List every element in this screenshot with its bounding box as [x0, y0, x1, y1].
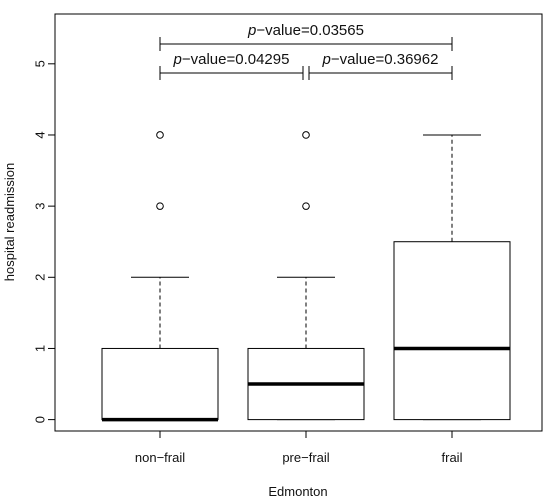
comparison-bracket: p−value=0.36962 [308, 51, 453, 80]
box-0 [101, 131, 219, 422]
x-tick-label: non−frail [135, 450, 185, 465]
box-2 [393, 134, 511, 421]
box-iqr [101, 347, 219, 421]
p-value-label: p−value=0.04295 [173, 51, 290, 68]
y-tick-label: 0 [32, 416, 47, 423]
p-value-label: p−value=0.36962 [322, 51, 439, 68]
y-tick-label: 3 [32, 203, 47, 210]
x-tick-label: frail [442, 450, 463, 465]
y-tick-label: 2 [32, 274, 47, 281]
x-axis-title: Edmonton [268, 484, 327, 499]
y-tick-label: 5 [32, 60, 47, 67]
y-axis-title: hospital readmission [2, 163, 17, 282]
y-tick-label: 1 [32, 345, 47, 352]
comparison-bracket: p−value=0.04295 [159, 51, 304, 80]
outlier-point [156, 202, 164, 210]
plot-frame [54, 13, 543, 432]
box-1 [247, 131, 365, 421]
y-tick-label: 4 [32, 131, 47, 138]
x-tick-label: pre−frail [282, 450, 329, 465]
comparisons: p−value=0.03565 p−value=0.04295 p−value=0.… [159, 22, 453, 80]
boxes [101, 131, 511, 422]
x-axis: non−frail pre−frail frail [135, 431, 463, 465]
y-axis: 0 1 2 3 4 5 [32, 60, 55, 423]
outlier-point [156, 131, 164, 139]
p-value-label: p−value=0.03565 [247, 22, 364, 39]
comparison-bracket: p−value=0.03565 [159, 22, 453, 51]
outlier-point [302, 202, 310, 210]
box-iqr [393, 241, 511, 421]
outlier-point [302, 131, 310, 139]
